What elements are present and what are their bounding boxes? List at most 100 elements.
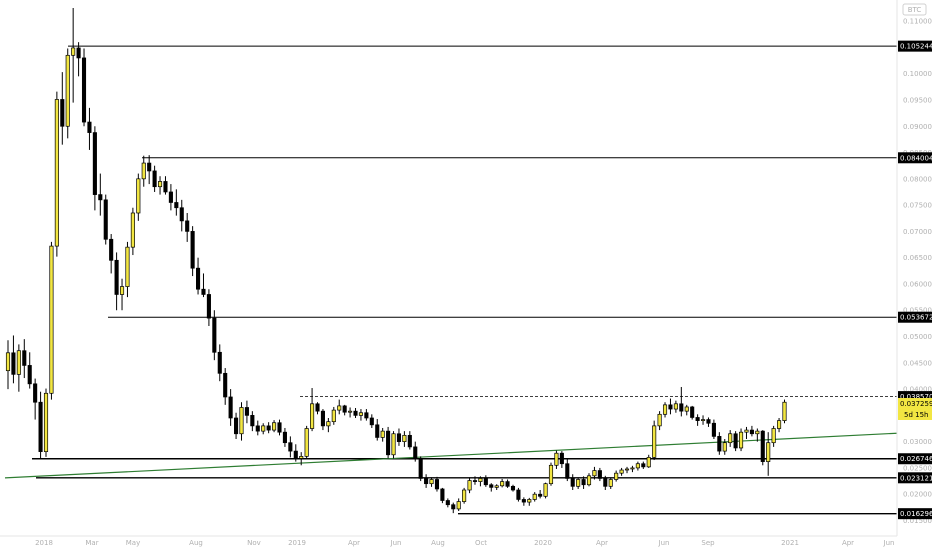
currency-badge[interactable]: BTC (902, 3, 927, 16)
bearish-candle (217, 351, 222, 374)
bearish-candle (152, 170, 157, 188)
bullish-candle (777, 420, 782, 429)
bearish-candle (521, 499, 526, 503)
bullish-candle (402, 434, 407, 442)
bearish-candle (760, 430, 765, 462)
bullish-candle (744, 429, 749, 433)
bearish-candle (445, 500, 450, 506)
bearish-candle (451, 504, 456, 510)
bearish-candle (407, 434, 412, 448)
bearish-candle (424, 478, 429, 485)
bullish-candle (635, 463, 640, 469)
bearish-candle (364, 412, 369, 419)
bullish-candle (684, 406, 689, 412)
bearish-candle (255, 425, 260, 432)
bullish-candle (272, 422, 277, 431)
x-tick-label: 2020 (534, 539, 552, 547)
bearish-candle (103, 199, 108, 240)
bullish-candle (54, 99, 59, 247)
x-tick-label: Jun (658, 539, 670, 547)
bearish-candle (60, 99, 65, 127)
y-tick-label: 0.015000 (903, 517, 932, 525)
bearish-candle (711, 422, 716, 437)
bearish-candle (212, 317, 217, 353)
bearish-candle (559, 452, 564, 465)
level-tag-label: 0.084004 (900, 154, 932, 162)
level-tag (898, 453, 932, 465)
x-tick-label: Nov (247, 539, 261, 547)
x-tick-label: Apr (348, 539, 360, 547)
time-axis[interactable]: 2018 Mar May Aug Nov 2019 Apr Jun Aug Oct 2020 Apr J… (35, 539, 894, 547)
bearish-candle (690, 406, 695, 418)
bearish-candle (581, 479, 586, 486)
bullish-candle (782, 401, 787, 421)
bar-countdown: 5d 15h (904, 411, 928, 419)
bearish-candle (234, 417, 239, 435)
bearish-candle (342, 405, 347, 413)
level-tag-label: 0.105244 (900, 43, 932, 51)
bullish-candle (380, 430, 385, 438)
bearish-candle (109, 238, 114, 261)
bearish-candle (668, 404, 673, 410)
level-tag (898, 508, 932, 520)
bearish-candle (163, 181, 168, 193)
bearish-candle (185, 220, 190, 232)
bearish-candle (440, 488, 445, 501)
bearish-candle (288, 442, 293, 452)
level-tag-label: 0.026746 (900, 455, 932, 463)
bullish-candle (391, 433, 396, 456)
bullish-candle (624, 468, 630, 471)
bearish-candle (228, 396, 233, 419)
bearish-candle (489, 484, 494, 488)
bullish-candle (728, 433, 733, 444)
bearish-candle (386, 430, 391, 456)
bearish-candle (277, 422, 282, 433)
bearish-candle (641, 463, 646, 468)
bearish-candle (266, 425, 271, 431)
bearish-candle (538, 493, 543, 497)
bearish-candle (695, 417, 700, 421)
bearish-candle (418, 458, 423, 479)
level-tag (898, 472, 932, 484)
level-tag-label: 0.016296 (900, 510, 932, 518)
bearish-candle (196, 267, 201, 290)
bearish-candle (679, 403, 684, 412)
candlestick-series (5, 8, 787, 514)
bearish-candle (179, 207, 184, 222)
bullish-candle (646, 457, 651, 468)
bullish-candle (125, 246, 130, 287)
bearish-candle (244, 407, 249, 416)
bearish-candle (92, 132, 97, 195)
bearish-candle (706, 419, 711, 424)
bullish-candle (657, 413, 662, 427)
bearish-candle (33, 383, 38, 403)
x-tick-label: Apr (842, 539, 854, 547)
bullish-candle (700, 419, 706, 421)
x-tick-label: Apr (596, 539, 608, 547)
bullish-candle (348, 410, 353, 413)
bullish-candle (532, 493, 537, 500)
bullish-candle (16, 350, 21, 375)
bullish-candle (239, 407, 244, 435)
bearish-candle (11, 352, 16, 375)
bearish-candle (472, 480, 478, 482)
last-price-value: 0.037259 (900, 400, 932, 408)
bearish-candle (147, 162, 152, 172)
bearish-candle (27, 365, 32, 385)
bullish-candle (119, 286, 125, 295)
x-tick-label: 2021 (781, 539, 799, 547)
bullish-candle (261, 425, 266, 432)
bearish-candle (717, 436, 722, 452)
bearish-candle (174, 202, 179, 209)
bullish-candle (662, 404, 668, 415)
bullish-candle (65, 54, 70, 127)
bearish-candle (223, 372, 228, 398)
